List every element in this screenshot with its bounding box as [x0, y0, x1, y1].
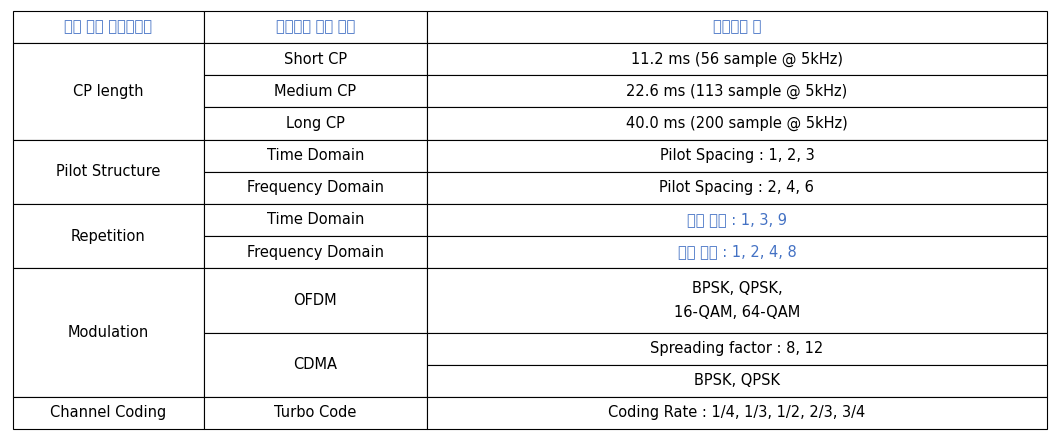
Text: Modulation: Modulation: [68, 325, 149, 340]
Text: BPSK, QPSK,
16-QAM, 64-QAM: BPSK, QPSK, 16-QAM, 64-QAM: [674, 281, 800, 320]
Text: Time Domain: Time Domain: [267, 148, 364, 163]
Text: Pilot Spacing : 1, 2, 3: Pilot Spacing : 1, 2, 3: [659, 148, 814, 163]
Text: Pilot Structure: Pilot Structure: [56, 164, 161, 179]
Bar: [426, 139, 1047, 172]
Bar: [13, 11, 205, 43]
Bar: [205, 236, 426, 268]
Bar: [205, 268, 426, 333]
Bar: [426, 397, 1047, 429]
Bar: [205, 107, 426, 139]
Bar: [426, 107, 1047, 139]
Text: 11.2 ms (56 sample @ 5kHz): 11.2 ms (56 sample @ 5kHz): [631, 51, 843, 67]
Bar: [426, 236, 1047, 268]
Text: Short CP: Short CP: [284, 52, 347, 67]
Text: Long CP: Long CP: [286, 116, 345, 131]
Text: CDMA: CDMA: [294, 357, 337, 372]
Text: Coding Rate : 1/4, 1/3, 1/2, 2/3, 3/4: Coding Rate : 1/4, 1/3, 1/2, 2/3, 3/4: [608, 405, 866, 421]
Bar: [205, 204, 426, 236]
Text: 22.6 ms (113 sample @ 5kHz): 22.6 ms (113 sample @ 5kHz): [626, 84, 848, 99]
Text: 반복 횟수 : 1, 2, 4, 8: 반복 횟수 : 1, 2, 4, 8: [677, 245, 796, 260]
Text: Turbo Code: Turbo Code: [275, 405, 356, 421]
Bar: [205, 43, 426, 75]
Bar: [426, 43, 1047, 75]
Bar: [13, 43, 205, 139]
Bar: [13, 397, 205, 429]
Bar: [205, 397, 426, 429]
Bar: [205, 172, 426, 204]
Bar: [426, 11, 1047, 43]
Text: 40.0 ms (200 sample @ 5kHz): 40.0 ms (200 sample @ 5kHz): [626, 116, 848, 131]
Bar: [205, 333, 426, 397]
Text: BPSK, QPSK: BPSK, QPSK: [694, 373, 780, 388]
Bar: [426, 172, 1047, 204]
Text: Channel Coding: Channel Coding: [50, 405, 166, 421]
Text: 링크 적응 파라미터명: 링크 적응 파라미터명: [65, 19, 153, 35]
Text: Frequency Domain: Frequency Domain: [247, 180, 384, 195]
Bar: [13, 268, 205, 397]
Bar: [426, 75, 1047, 107]
Text: 파라미터 세부 종류: 파라미터 세부 종류: [276, 19, 355, 35]
Text: OFDM: OFDM: [294, 293, 337, 308]
Bar: [205, 11, 426, 43]
Text: Frequency Domain: Frequency Domain: [247, 245, 384, 260]
Text: Time Domain: Time Domain: [267, 213, 364, 227]
Bar: [426, 365, 1047, 397]
Text: Repetition: Repetition: [71, 228, 146, 244]
Text: Pilot Spacing : 2, 4, 6: Pilot Spacing : 2, 4, 6: [659, 180, 814, 195]
Text: 파라미터 값: 파라미터 값: [712, 19, 761, 35]
Text: Spreading factor : 8, 12: Spreading factor : 8, 12: [650, 341, 824, 356]
Bar: [13, 139, 205, 204]
Text: CP length: CP length: [73, 84, 144, 99]
Bar: [426, 333, 1047, 365]
Bar: [426, 268, 1047, 333]
Bar: [13, 204, 205, 268]
Bar: [205, 75, 426, 107]
Bar: [426, 204, 1047, 236]
Text: 반복 횟수 : 1, 3, 9: 반복 횟수 : 1, 3, 9: [687, 213, 787, 227]
Bar: [205, 139, 426, 172]
Text: Medium CP: Medium CP: [275, 84, 356, 99]
